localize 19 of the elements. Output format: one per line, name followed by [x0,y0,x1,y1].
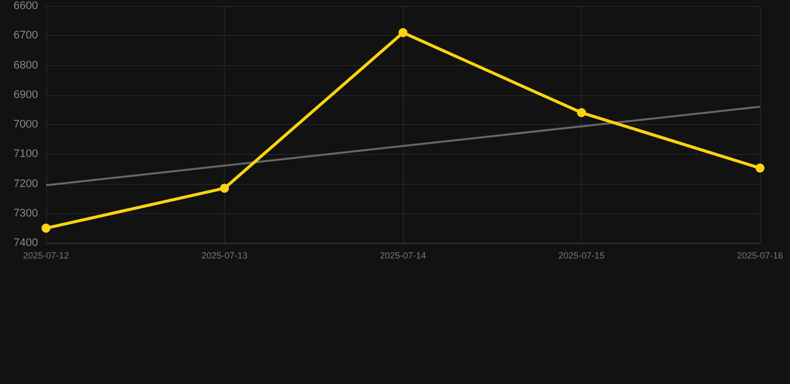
x-tick-label: 2025-07-15 [558,250,605,260]
y-tick-label: 6700 [14,30,38,42]
y-tick-label: 7000 [14,118,38,130]
point [42,224,50,233]
x-tick-label: 2025-07-13 [201,250,248,260]
point [220,184,229,193]
y-tick-label: 6900 [14,88,38,101]
point [398,28,408,38]
x-tick-label: 2025-07-14 [380,250,426,260]
point [756,164,764,173]
point [577,108,586,118]
y-tick-label: 7100 [14,148,38,160]
y-tick-label: 6800 [14,59,38,72]
y-tick-label: 7300 [14,207,38,220]
x-tick-label: 2025-07-12 [22,250,70,260]
y-tick-label: 7400 [14,237,38,249]
y-tick-label: 7200 [14,178,38,190]
x-tick-label: 2025-07-16 [736,250,784,260]
y-tick-label: 6600 [14,0,38,12]
